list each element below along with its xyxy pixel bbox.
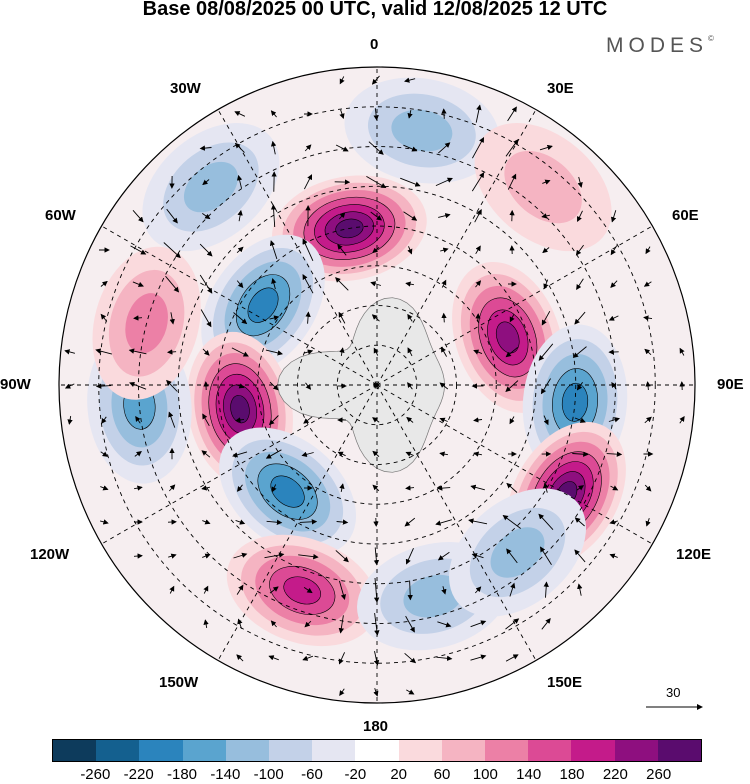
lon-label-90w: 90W xyxy=(0,376,31,393)
colorbar-tick-label: -20 xyxy=(344,766,366,783)
colorbar-tick-label: 100 xyxy=(473,766,498,783)
colorbar-tick-label: -60 xyxy=(301,766,323,783)
colorbar-segment xyxy=(485,740,528,761)
colorbar-tick-label: -100 xyxy=(254,766,284,783)
wind-vector xyxy=(444,314,445,323)
colorbar-segment xyxy=(355,740,398,761)
colorbar-segment xyxy=(53,740,96,761)
colorbar-segment xyxy=(399,740,442,761)
colorbar-segment xyxy=(226,740,269,761)
colorbar-segment xyxy=(183,740,226,761)
lon-label-60w: 60W xyxy=(45,207,76,224)
colorbar-tick-label: -260 xyxy=(80,766,110,783)
lon-label-120e: 120E xyxy=(676,546,711,563)
wind-vector xyxy=(134,318,142,319)
wind-vector xyxy=(134,556,142,557)
colorbar-segment xyxy=(312,740,355,761)
colorbar-ticks: -260 -220 -180 -140 -100 -60 -20 20 60 100 140 180 2… xyxy=(0,766,750,784)
wind-vector xyxy=(444,109,445,119)
colorbar-segment xyxy=(615,740,658,761)
lon-label-120w: 120W xyxy=(30,546,69,563)
colorbar-segment xyxy=(571,740,614,761)
lon-label-90e: 90E xyxy=(717,376,744,393)
lon-label-150w: 150W xyxy=(159,674,198,691)
reference-vector: 30 xyxy=(646,685,706,715)
colorbar-segment xyxy=(442,740,485,761)
lon-label-30e: 30E xyxy=(547,80,574,97)
colorbar-segment xyxy=(139,740,182,761)
lon-label-150e: 150E xyxy=(547,674,582,691)
lon-label-30w: 30W xyxy=(170,80,201,97)
colorbar-tick-label: -140 xyxy=(210,766,240,783)
colorbar-segment xyxy=(269,740,312,761)
colorbar-tick-label: 140 xyxy=(516,766,541,783)
colorbar-segment xyxy=(528,740,571,761)
colorbar-tick-label: 180 xyxy=(559,766,584,783)
colorbar-tick-label: -180 xyxy=(167,766,197,783)
colorbar-tick-label: 220 xyxy=(603,766,628,783)
wind-vector xyxy=(168,352,176,353)
colorbar-tick-label: -220 xyxy=(124,766,154,783)
colorbar-segment xyxy=(658,740,701,761)
colorbar xyxy=(52,739,702,762)
lon-label-60e: 60E xyxy=(672,207,699,224)
lon-label-180: 180 xyxy=(363,718,388,735)
colorbar-tick-label: 260 xyxy=(646,766,671,783)
colorbar-tick-label: 60 xyxy=(434,766,451,783)
lon-label-0: 0 xyxy=(370,36,378,53)
colorbar-segment xyxy=(96,740,139,761)
colorbar-tick-label: 20 xyxy=(390,766,407,783)
